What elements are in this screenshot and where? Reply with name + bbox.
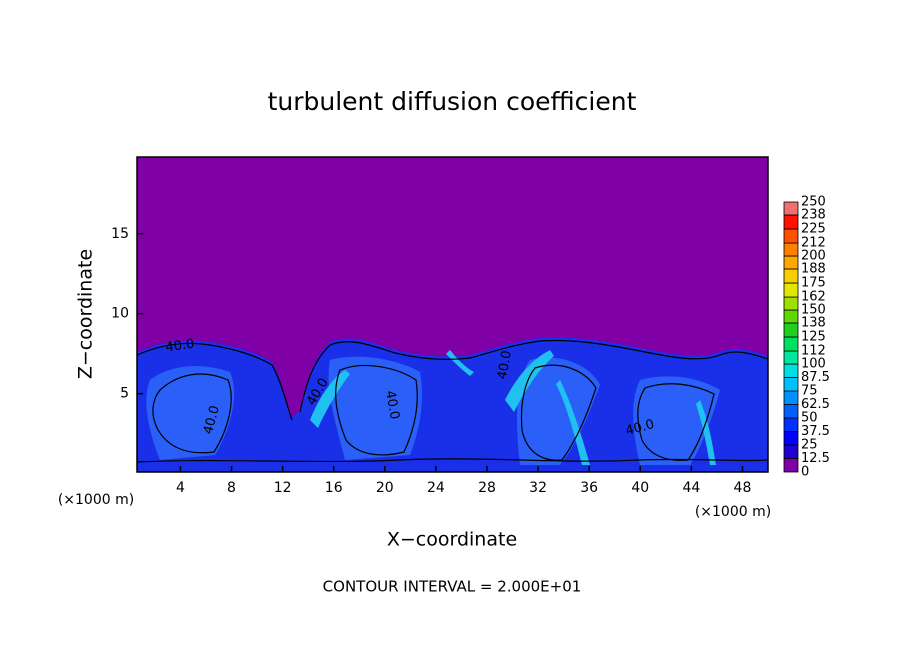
colorbar-swatch bbox=[783, 214, 799, 230]
x-tick-label: 4 bbox=[176, 480, 185, 496]
colorbar-label: 25 bbox=[801, 438, 818, 453]
colorbar-label: 225 bbox=[801, 222, 826, 237]
plot-field bbox=[136, 157, 769, 472]
x-tick-label: 20 bbox=[376, 480, 394, 496]
colorbar-label: 0 bbox=[801, 465, 809, 480]
x-tick-label: 24 bbox=[427, 480, 445, 496]
contour-label: 40.0 bbox=[495, 349, 515, 380]
colorbar-label: 12.5 bbox=[801, 451, 830, 466]
colorbar-swatch bbox=[783, 417, 799, 432]
colorbar-swatch bbox=[783, 377, 799, 392]
y-tick-label: 10 bbox=[111, 306, 129, 322]
chart-title: turbulent diffusion coefficient bbox=[268, 87, 637, 116]
contour-line bbox=[136, 458, 769, 463]
x-unit-label: (×1000 m) bbox=[58, 492, 134, 508]
colorbar-label: 238 bbox=[801, 207, 826, 222]
contour-label: 40.0 bbox=[201, 404, 223, 436]
colorbar-swatch bbox=[783, 458, 799, 473]
colorbar-label: 138 bbox=[801, 315, 826, 330]
colorbar-label: 37.5 bbox=[801, 424, 830, 439]
contour-line bbox=[152, 364, 715, 461]
contour-label: 40.0 bbox=[624, 417, 656, 439]
colorbar-label: 62.5 bbox=[801, 397, 830, 412]
field-streaks bbox=[310, 350, 716, 465]
colorbar-label: 162 bbox=[801, 290, 826, 305]
contour-label: 40.0 bbox=[382, 389, 402, 420]
colorbar-swatch bbox=[783, 431, 799, 446]
x-tick-label: 40 bbox=[631, 480, 649, 496]
colorbar-label: 87.5 bbox=[801, 370, 830, 385]
plot-frame bbox=[136, 156, 769, 473]
colorbar-swatch bbox=[783, 363, 799, 378]
colorbar-swatch bbox=[783, 444, 799, 459]
colorbar-label: 50 bbox=[801, 411, 818, 426]
colorbar-swatch bbox=[783, 322, 799, 338]
footer-note: CONTOUR INTERVAL = 2.000E+01 bbox=[323, 578, 582, 596]
colorbar-swatch bbox=[783, 309, 799, 324]
y-tick-label: 5 bbox=[120, 386, 129, 402]
x-tick-label: 12 bbox=[274, 480, 292, 496]
colorbar-label: 112 bbox=[801, 344, 826, 359]
colorbar-swatch bbox=[783, 282, 799, 298]
colorbar-label: 75 bbox=[801, 384, 818, 399]
colorbar-swatch bbox=[783, 242, 799, 257]
colorbar-swatch bbox=[783, 255, 799, 270]
colorbar-label: 250 bbox=[801, 195, 826, 210]
colorbar-swatch bbox=[783, 296, 799, 311]
contour-label: 40.0 bbox=[165, 337, 196, 356]
colorbar-swatch bbox=[783, 390, 799, 405]
colorbar-swatch bbox=[783, 336, 799, 352]
x-tick-label: 44 bbox=[682, 480, 700, 496]
colorbar-label: 175 bbox=[801, 276, 826, 291]
contour-line bbox=[136, 339, 769, 421]
x-tick-label: 36 bbox=[580, 480, 598, 496]
x-tick-label: 48 bbox=[734, 480, 752, 496]
x-tick-label: 32 bbox=[529, 480, 547, 496]
x-tick-label: 8 bbox=[227, 480, 236, 496]
colorbar-swatch bbox=[783, 268, 799, 284]
colorbar-swatch bbox=[783, 350, 799, 365]
x-unit-label: (×1000 m) bbox=[695, 504, 771, 520]
colorbar-label: 125 bbox=[801, 330, 826, 345]
colorbar-label: 150 bbox=[801, 303, 826, 318]
y-axis-title: Z−coordinate bbox=[75, 249, 97, 379]
colorbar-label: 200 bbox=[801, 249, 826, 264]
x-tick-label: 28 bbox=[478, 480, 496, 496]
colorbar-label: 212 bbox=[801, 236, 826, 251]
colorbar-swatch bbox=[783, 228, 799, 244]
x-tick-label: 16 bbox=[325, 480, 343, 496]
colorbar-label: 188 bbox=[801, 261, 826, 276]
colorbar-swatch bbox=[783, 404, 799, 419]
field-region bbox=[137, 337, 768, 472]
colorbar-swatch bbox=[783, 201, 799, 216]
colorbar-label: 100 bbox=[801, 357, 826, 372]
y-tick-label: 15 bbox=[111, 226, 129, 242]
x-axis-title: X−coordinate bbox=[387, 529, 517, 551]
